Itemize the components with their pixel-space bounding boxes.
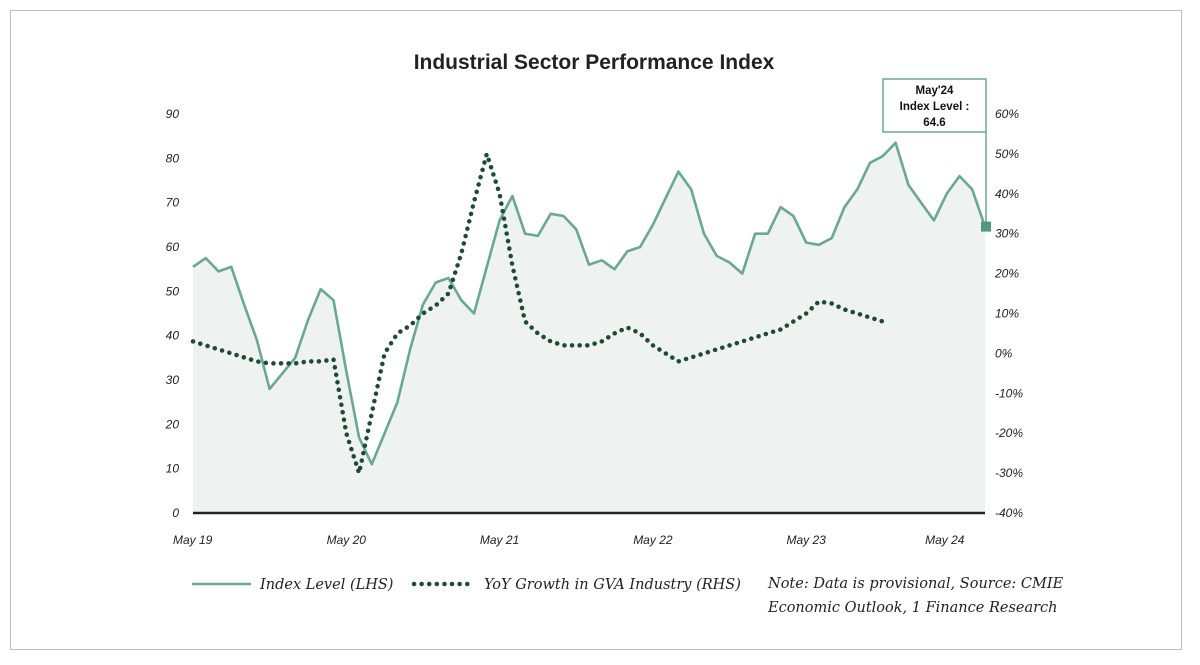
x-axis-ticks: May 19 May 20 May 21 May 22 May 23 May 24 [173, 533, 965, 547]
right-tick-label: 20% [994, 267, 1019, 281]
legend-yoy-label: YoY Growth in GVA Industry (RHS) [484, 577, 741, 593]
callout-text: May'24 [916, 85, 955, 97]
right-tick-label: 30% [995, 227, 1019, 241]
right-tick-label: 10% [995, 307, 1019, 321]
chart-title: Industrial Sector Performance Index [414, 51, 775, 74]
legend: Index Level (LHS) YoY Growth in GVA Indu… [192, 577, 741, 593]
x-tick-label: May 23 [786, 533, 826, 547]
right-tick-label: -40% [995, 506, 1023, 520]
right-tick-label: 50% [995, 147, 1019, 161]
x-tick-label: May 22 [633, 533, 673, 547]
left-tick-label: 10 [166, 462, 180, 476]
index-level-line [192, 141, 987, 466]
x-tick-label: May 19 [173, 533, 213, 547]
source-note: Note: Data is provisional, Source: CMIE … [768, 576, 1064, 616]
x-tick-label: May 20 [327, 533, 367, 547]
left-tick-label: 0 [172, 506, 179, 520]
callout-text: 64.6 [923, 117, 945, 129]
right-tick-label: 40% [995, 187, 1019, 201]
right-tick-label: 60% [995, 107, 1019, 121]
x-tick-label: May 21 [480, 533, 519, 547]
left-tick-label: 60 [166, 240, 180, 254]
left-tick-label: 30 [166, 373, 180, 387]
left-tick-label: 90 [166, 107, 180, 121]
x-tick-label: May 24 [925, 533, 965, 547]
latest-value-callout: May'24 Index Level : 64.6 [882, 78, 991, 232]
callout-marker [981, 221, 991, 232]
right-tick-label: -30% [995, 466, 1023, 480]
left-tick-label: 40 [166, 329, 180, 343]
left-tick-label: 70 [166, 196, 180, 210]
callout-text: Index Level : [900, 101, 970, 113]
index-level-area [193, 142, 985, 514]
left-tick-label: 80 [166, 151, 180, 165]
left-tick-label: 50 [166, 284, 180, 298]
legend-index-label: Index Level (LHS) [259, 577, 393, 593]
right-tick-label: -20% [995, 426, 1023, 440]
right-tick-label: -10% [995, 386, 1023, 400]
left-axis-ticks: 0 10 20 30 40 50 60 70 80 90 [165, 107, 180, 520]
left-tick-label: 20 [165, 417, 180, 431]
yoy-growth-line [190, 145, 886, 482]
right-axis-ticks: -40% -30% -20% -10% 0% 10% 20% 30% 40% 50% 60% [994, 107, 1023, 520]
right-tick-label: 0% [995, 346, 1013, 360]
callout-box [882, 78, 987, 133]
